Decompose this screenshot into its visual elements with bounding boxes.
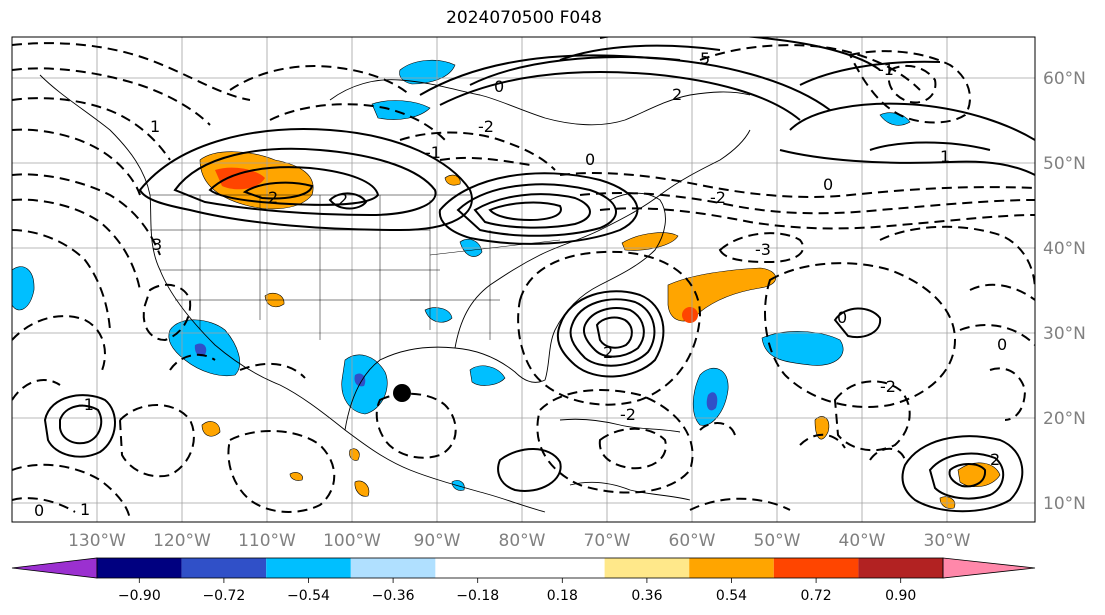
colorbar-tick: −0.54 [287, 588, 330, 604]
colorbar-segment [181, 558, 267, 578]
lon-label: 50°W [754, 531, 801, 551]
anomaly-blue-atlantic-mid [761, 331, 844, 366]
lon-label: 30°W [924, 531, 971, 551]
contour-label: 0 [34, 501, 44, 520]
lat-label: 60°N [1043, 69, 1086, 89]
colorbar-low-extension [11, 557, 98, 579]
contour-label: 0 [837, 308, 847, 327]
anomaly-orange-offshore [621, 232, 679, 251]
shaded-anomalies [12, 60, 1001, 509]
contour-label: -1 [425, 143, 441, 162]
contour-label: 1 [80, 500, 90, 519]
contour-label: 5 [700, 49, 710, 68]
anomaly-orange-small-1 [814, 416, 830, 440]
lon-label: 130°W [68, 531, 126, 551]
lon-label: 70°W [584, 531, 631, 551]
anomaly-blue-gulf [469, 365, 506, 386]
storm-center-marker [393, 384, 411, 402]
colorbar-segment [604, 558, 690, 578]
contour-label-group: 5 2 0 -2 -1 1 -3 3 2 0 -2 0 -2 1 -1 0 2 … [34, 49, 1007, 520]
contour-label: 2 [672, 85, 682, 104]
anomaly-orange-small-6 [289, 472, 303, 481]
contour-label: -2 [880, 377, 896, 396]
anomaly-red-west-canada [215, 167, 265, 190]
anomaly-orange-small-3 [201, 421, 221, 437]
lat-label: 50°N [1043, 154, 1086, 174]
colorbar-tick: −0.18 [456, 588, 499, 604]
contour-label: 0 [494, 77, 504, 96]
contour-label: -2 [478, 117, 494, 136]
contour-label: 0 [823, 175, 833, 194]
longitude-axis: 130°W 120°W 110°W 100°W 90°W 80°W 70°W 6… [68, 531, 971, 551]
contour-label: 2 [603, 343, 613, 362]
contour-label: -2 [620, 405, 636, 424]
lat-label: 10°N [1043, 494, 1086, 514]
lon-label: 60°W [669, 531, 716, 551]
colorbar-segment [266, 558, 351, 578]
lon-label: 120°W [153, 531, 211, 551]
anomaly-darkblue-atlantic-south [706, 392, 718, 411]
colorbar-tick: 0.18 [547, 588, 578, 604]
colorbar-segment [97, 558, 182, 578]
contour-label: 2 [338, 190, 348, 209]
contour-label: 2 [268, 188, 278, 207]
colorbar-segment [350, 558, 436, 578]
contours-positive [43, 37, 1035, 513]
contour-label: 1 [940, 147, 950, 166]
colorbar-tick: 0.54 [716, 588, 747, 604]
colorbar-tick: 0.90 [885, 588, 916, 604]
contour-label: -1 [78, 395, 94, 414]
lat-label: 20°N [1043, 409, 1086, 429]
anomaly-orange-small-7 [444, 174, 461, 186]
latitude-axis: 60°N 50°N 40°N 30°N 20°N 10°N [1043, 69, 1086, 514]
anomaly-orange-east-atl [957, 462, 1001, 488]
lon-label: 100°W [323, 531, 381, 551]
map-frame [11, 36, 1036, 523]
map-area: 5 2 0 -2 -1 1 -3 3 2 0 -2 0 -2 1 -1 0 2 … [12, 37, 1035, 522]
colorbar-tick: −0.90 [118, 588, 161, 604]
anomaly-darkblue-mexico-west [194, 343, 207, 357]
plot-title: 2024070500 F048 [446, 8, 602, 28]
contour-label: 1 [150, 117, 160, 136]
contour-label: -2 [710, 188, 726, 207]
colorbar: −0.90 −0.72 −0.54 −0.36 −0.18 0.18 0.36 … [11, 557, 1036, 604]
contour-label: 3 [152, 235, 162, 254]
state-borders [150, 194, 561, 360]
colorbar-tick: 0.72 [801, 588, 832, 604]
colorbar-tick: −0.72 [202, 588, 245, 604]
colorbar-high-extension [942, 557, 1036, 579]
anomaly-red-atlantic [682, 307, 698, 323]
anomaly-orange-small-5 [354, 480, 370, 497]
lat-label: 30°N [1043, 324, 1086, 344]
anomaly-blue-ontario [371, 100, 431, 120]
lat-label: 40°N [1043, 239, 1086, 259]
lon-label: 90°W [414, 531, 461, 551]
anomaly-blue-texas [424, 307, 453, 323]
lon-label: 110°W [238, 531, 296, 551]
contour-label: -3 [755, 240, 771, 259]
contour-label: -1 [878, 60, 894, 79]
colorbar-segment [689, 558, 774, 578]
colorbar-tick: 0.36 [631, 588, 662, 604]
colorbar-segment [773, 558, 859, 578]
colorbar-tick: −0.36 [372, 588, 415, 604]
contour-label: 2 [990, 450, 1000, 469]
contours-negative [12, 42, 1035, 522]
anomaly-blue-west-edge [12, 266, 35, 311]
anomaly-darkblue-mexico-east [354, 373, 366, 387]
lon-label: 80°W [499, 531, 546, 551]
contour-label: 0 [997, 335, 1007, 354]
lon-label: 40°W [839, 531, 886, 551]
contour-label: 0 [585, 150, 595, 169]
colorbar-segment [435, 558, 605, 578]
colorbar-segment [858, 558, 943, 578]
